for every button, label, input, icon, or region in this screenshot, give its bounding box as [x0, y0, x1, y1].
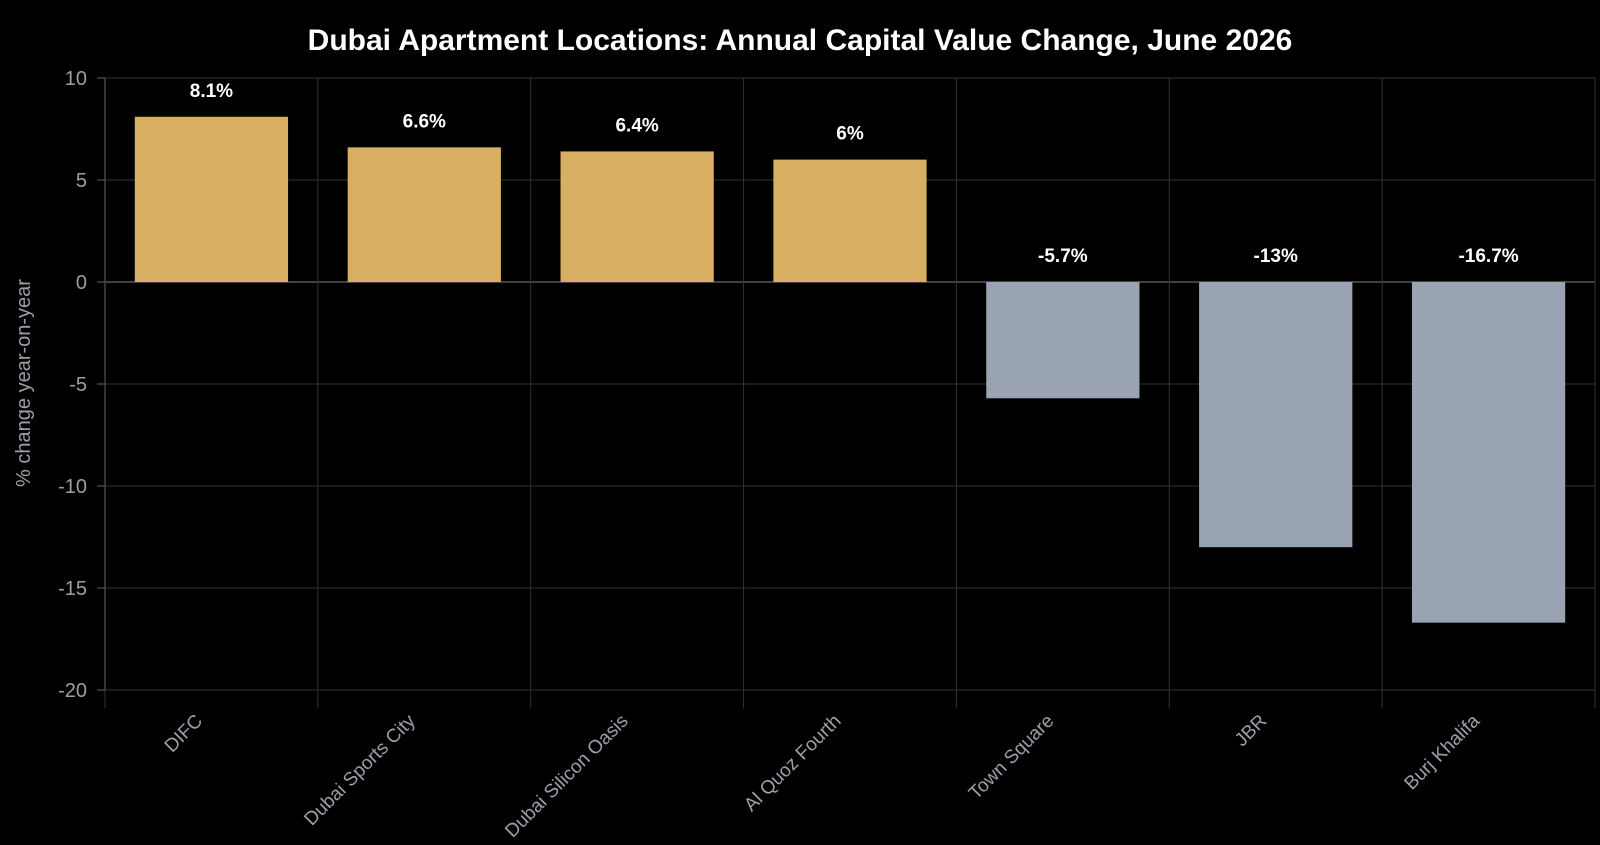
x-tick-label: Dubai Sports City — [300, 710, 420, 830]
x-tick-label: DIFC — [161, 711, 207, 757]
chart-title: Dubai Apartment Locations: Annual Capita… — [308, 24, 1293, 57]
x-tick-label: Dubai Silicon Oasis — [501, 711, 632, 840]
data-labels: 8.1% 6.6% 6.4% 6% -5.7% -13% -16.7% — [190, 81, 1519, 267]
data-label: 6% — [836, 124, 864, 145]
bar-jbr[interactable] — [1199, 282, 1353, 548]
bar-dubai-silicon-oasis[interactable] — [560, 151, 714, 282]
y-tick-label: 0 — [76, 272, 87, 294]
y-tick-label: -15 — [58, 578, 87, 600]
data-label: -16.7% — [1458, 246, 1518, 267]
data-label: 8.1% — [190, 81, 233, 102]
x-tick-label: Burj Khalifa — [1401, 710, 1485, 794]
bar-town-square[interactable] — [986, 282, 1140, 399]
bars — [134, 116, 1566, 623]
y-tick-label: -20 — [58, 680, 87, 702]
data-label: -13% — [1254, 246, 1298, 267]
data-label: -5.7% — [1038, 246, 1088, 267]
y-axis-title: % change year-on-year — [13, 279, 35, 487]
bar-burj-khalifa[interactable] — [1411, 282, 1566, 623]
y-axis: 10 5 0 -5 -10 -15 -20 — [58, 68, 106, 702]
y-tick-label: 10 — [65, 68, 87, 90]
bar-difc[interactable] — [134, 116, 289, 282]
bar-al-quoz-fourth[interactable] — [773, 159, 927, 282]
x-tick-label: JBR — [1231, 711, 1271, 751]
data-label: 6.6% — [403, 111, 446, 132]
x-axis: DIFC Dubai Sports City Dubai Silicon Oasis… — [161, 710, 1485, 842]
y-tick-label: 5 — [76, 170, 87, 192]
x-tick-label: Town Square — [965, 711, 1058, 804]
bar-dubai-sports-city[interactable] — [347, 147, 501, 282]
data-label: 6.4% — [615, 115, 658, 136]
y-tick-label: -5 — [69, 374, 87, 396]
y-tick-label: -10 — [58, 476, 87, 498]
x-tick-label: Al Quoz Fourth — [740, 711, 845, 816]
